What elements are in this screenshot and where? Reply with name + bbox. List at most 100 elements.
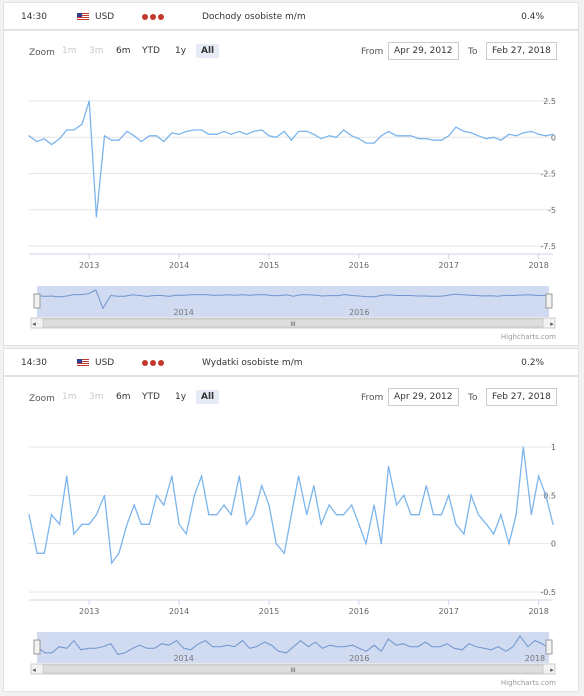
- zoom-all-button[interactable]: All: [196, 390, 220, 404]
- data-point: [313, 133, 315, 135]
- data-point: [245, 133, 248, 135]
- zoom-6m-button[interactable]: 6m: [116, 392, 131, 402]
- data-point: [43, 138, 45, 140]
- data-point: [425, 485, 427, 487]
- credits-label: Highcharts.com: [501, 679, 556, 687]
- data-point: [538, 475, 540, 477]
- data-point: [283, 552, 285, 554]
- data-point: [508, 133, 510, 135]
- data-point: [290, 139, 293, 141]
- data-point: [373, 142, 375, 144]
- data-point: [463, 533, 465, 535]
- navigator-series: [36, 635, 550, 655]
- data-point: [358, 138, 360, 140]
- chart-panel: Zoom 1m 3m 6m YTD 1y All From Apr 29, 20…: [3, 376, 579, 692]
- data-point: [432, 514, 435, 516]
- scroll-right-arrow-icon: ▸: [550, 666, 554, 674]
- data-point: [418, 138, 420, 140]
- data-point: [500, 514, 502, 516]
- data-point: [103, 494, 106, 496]
- event-time: 14:30: [21, 12, 47, 22]
- data-point: [552, 133, 554, 135]
- y-tick-label: 0: [551, 133, 556, 142]
- data-point: [552, 523, 554, 525]
- data-point: [253, 130, 255, 133]
- data-point: [485, 138, 488, 140]
- data-point: [171, 132, 173, 134]
- data-point: [522, 132, 524, 134]
- data-point: [298, 130, 300, 133]
- data-point: [66, 129, 68, 131]
- data-point: [425, 138, 427, 140]
- data-point: [148, 135, 151, 137]
- zoom-ytd-button[interactable]: YTD: [142, 46, 160, 56]
- scroll-left-arrow-icon: ◂: [32, 320, 36, 328]
- data-point: [538, 133, 540, 135]
- zoom-3m-button[interactable]: 3m: [89, 392, 104, 402]
- zoom-6m-button[interactable]: 6m: [116, 46, 131, 56]
- data-point: [216, 514, 218, 516]
- data-point: [448, 494, 450, 496]
- to-label: To: [468, 393, 478, 403]
- zoom-ytd-button[interactable]: YTD: [142, 392, 160, 402]
- scrollbar-grip-icon: III: [290, 321, 296, 328]
- series-line: [28, 446, 554, 565]
- navigator-handle: [545, 293, 553, 309]
- x-tick-label: 2016: [349, 261, 369, 270]
- zoom-1y-button[interactable]: 1y: [175, 46, 187, 56]
- data-point: [387, 130, 390, 133]
- to-date-input[interactable]: Feb 27, 2018: [486, 42, 557, 60]
- data-point: [223, 130, 225, 133]
- data-point: [163, 504, 165, 506]
- data-point: [328, 504, 330, 506]
- scroll-right-arrow-icon: ▸: [550, 320, 554, 328]
- to-date-input[interactable]: Feb 27, 2018: [486, 388, 557, 406]
- x-tick-label: 2015: [259, 261, 279, 270]
- data-point: [275, 136, 277, 138]
- data-point: [261, 485, 263, 487]
- event-value: 0.4%: [521, 12, 544, 22]
- zoom-1m-button[interactable]: 1m: [62, 46, 77, 56]
- event-row[interactable]: 14:30 USD Dochody osobiste m/m 0.4%: [3, 2, 579, 30]
- data-point: [470, 494, 472, 496]
- data-point: [133, 135, 135, 137]
- event-row[interactable]: 14:30 USD Wydatki osobiste m/m 0.2%: [3, 348, 579, 376]
- navigator-handle: [33, 639, 41, 655]
- navigator-tick-label: 2016: [349, 654, 369, 663]
- from-date-input[interactable]: Apr 29, 2012: [388, 388, 459, 406]
- x-tick-label: 2017: [439, 607, 459, 616]
- zoom-1m-button[interactable]: 1m: [62, 392, 77, 402]
- from-date-input[interactable]: Apr 29, 2012: [388, 42, 459, 60]
- zoom-all-button[interactable]: All: [196, 44, 220, 58]
- event-currency: USD: [95, 358, 115, 368]
- data-point: [88, 100, 90, 102]
- data-point: [81, 123, 83, 125]
- data-point: [178, 133, 180, 135]
- data-point: [66, 475, 68, 477]
- data-point: [387, 465, 390, 467]
- data-point: [522, 446, 524, 448]
- data-point: [36, 552, 38, 554]
- data-point: [148, 523, 151, 525]
- chart-svg: 1 0.5 0 -0.5 2013 2014 2015 2016 2017 2018 2014 201…: [28, 443, 556, 687]
- data-point: [111, 139, 113, 141]
- series-line: [28, 100, 554, 218]
- data-point: [208, 133, 210, 135]
- data-point: [95, 216, 98, 218]
- data-point: [440, 514, 443, 516]
- x-tick-label: 2018: [528, 607, 548, 616]
- data-point: [335, 514, 337, 516]
- data-point: [298, 475, 300, 477]
- data-point: [238, 475, 240, 477]
- us-flag-icon: [77, 359, 89, 367]
- data-point: [193, 494, 195, 496]
- data-point: [320, 523, 322, 525]
- y-tick-label: 0.5: [543, 491, 556, 500]
- zoom-3m-button[interactable]: 3m: [89, 46, 104, 56]
- data-point: [95, 514, 98, 516]
- x-tick-label: 2014: [169, 261, 189, 270]
- data-point: [380, 135, 382, 137]
- importance-dots-icon: [142, 13, 166, 23]
- navigator-series: [36, 289, 550, 310]
- zoom-1y-button[interactable]: 1y: [175, 392, 187, 402]
